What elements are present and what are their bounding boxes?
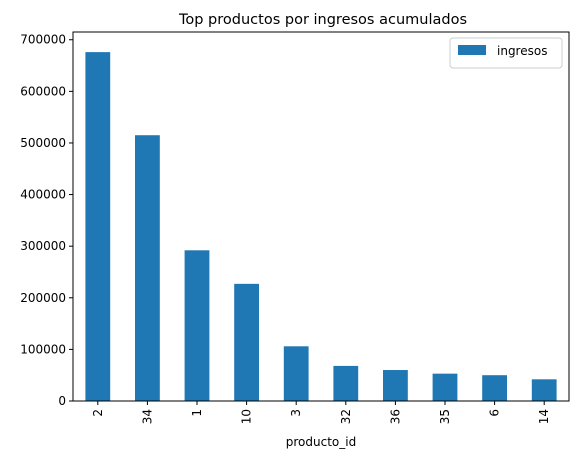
y-tick-label-600000: 600000 xyxy=(20,84,66,98)
y-tick-label-200000: 200000 xyxy=(20,291,66,305)
y-tick-label-400000: 400000 xyxy=(20,188,66,202)
y-tick-label-700000: 700000 xyxy=(20,33,66,47)
x-tick-label-2: 2 xyxy=(91,409,105,417)
bar-36 xyxy=(383,370,408,401)
x-tick-label-6: 6 xyxy=(488,409,502,417)
x-tick-label-36: 36 xyxy=(388,409,402,424)
x-tick-label-1: 1 xyxy=(190,409,204,417)
bars-group xyxy=(85,52,557,401)
bar-32 xyxy=(333,365,359,401)
y-tick-label-0: 0 xyxy=(58,394,66,408)
y-tick-label-100000: 100000 xyxy=(20,342,66,356)
bar-2 xyxy=(85,52,111,401)
bar-35 xyxy=(432,373,458,401)
y-axis: 0 100000 200000 300000 400000 500000 600000 700… xyxy=(20,33,73,408)
bar-3 xyxy=(283,346,309,401)
y-tick-label-500000: 500000 xyxy=(20,136,66,150)
y-tick-label-300000: 300000 xyxy=(20,239,66,253)
bar-10 xyxy=(234,283,259,401)
x-tick-label-10: 10 xyxy=(240,409,254,424)
bar-34 xyxy=(135,135,160,401)
bar-1 xyxy=(184,250,210,401)
legend-swatch-ingresos xyxy=(458,45,486,55)
x-tick-label-32: 32 xyxy=(339,409,353,424)
plot-frame xyxy=(72,31,570,402)
legend-label-ingresos: ingresos xyxy=(497,44,547,58)
legend: ingresos xyxy=(449,37,563,69)
x-axis: 2 34 1 10 3 32 36 35 6 14 xyxy=(91,401,551,424)
x-axis-label: producto_id xyxy=(286,435,356,449)
x-tick-label-35: 35 xyxy=(438,409,452,424)
bar-6 xyxy=(482,375,507,401)
bar-14 xyxy=(531,379,557,401)
chart-title: Top productos por ingresos acumulados xyxy=(178,12,467,28)
x-tick-label-34: 34 xyxy=(140,409,154,424)
x-tick-label-14: 14 xyxy=(537,409,551,424)
x-tick-label-3: 3 xyxy=(289,409,303,417)
